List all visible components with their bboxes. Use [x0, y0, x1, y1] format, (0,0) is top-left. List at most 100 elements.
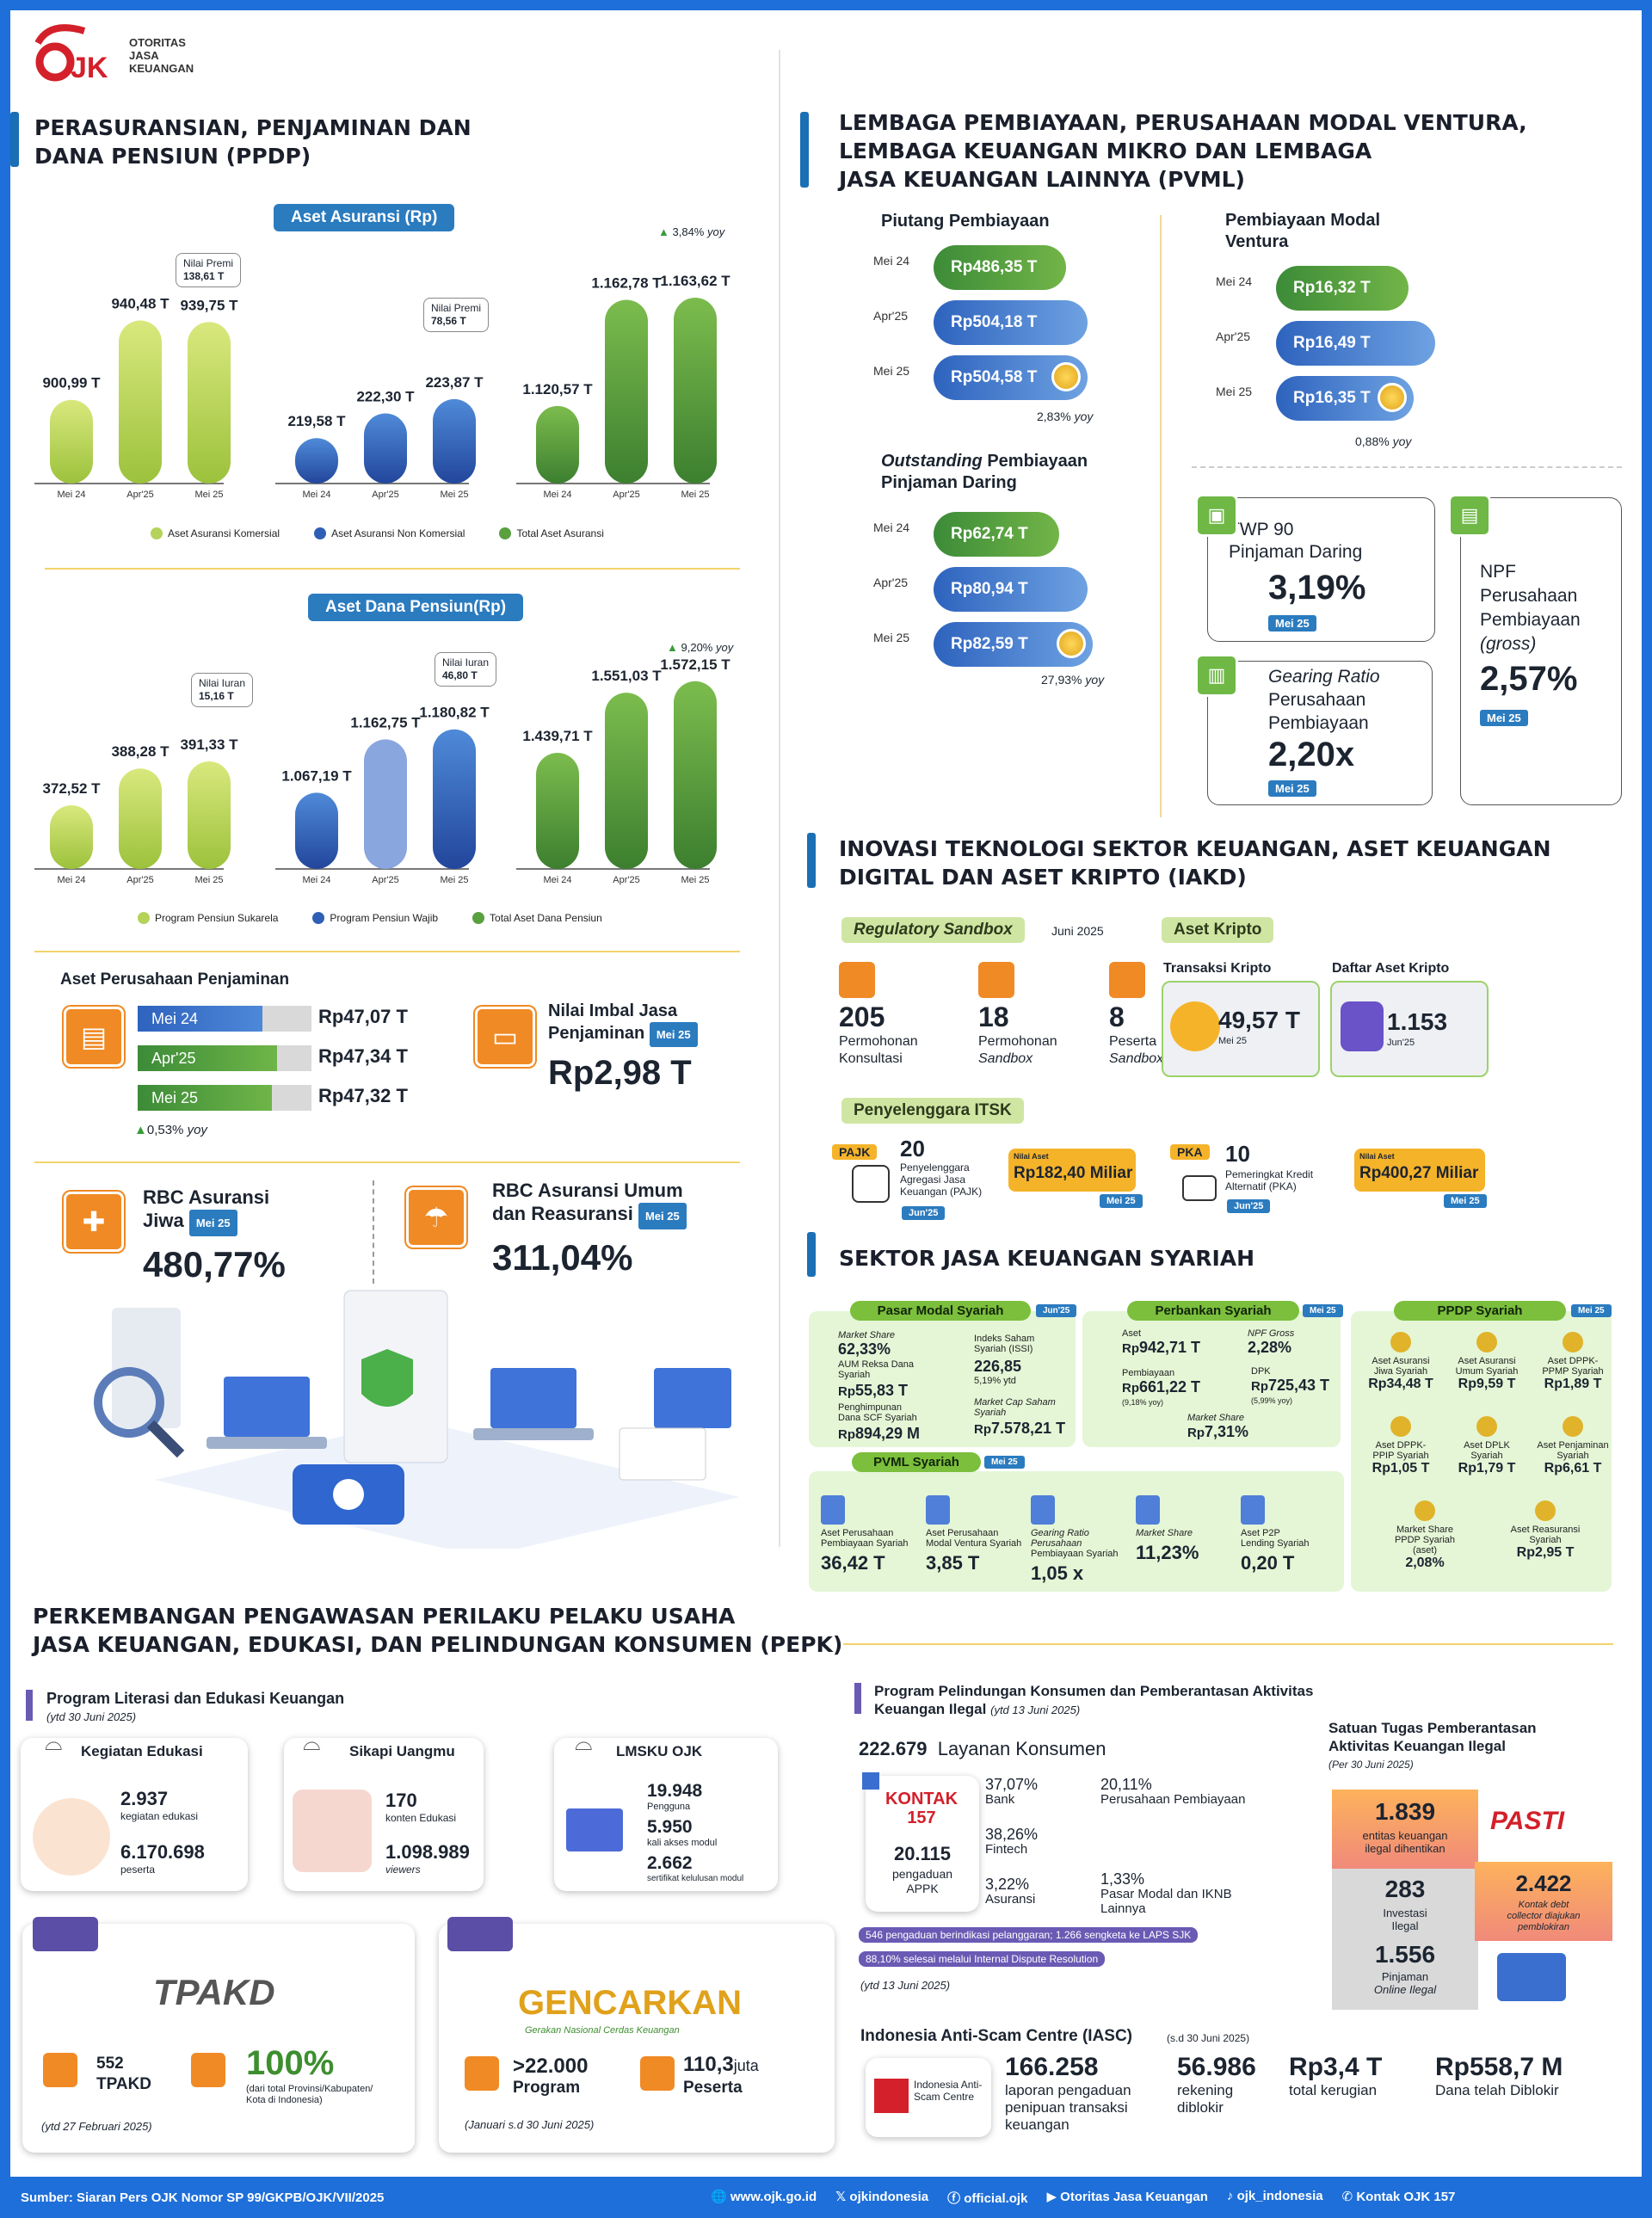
call-link[interactable]: ✆ Kontak OJK 157	[1341, 2189, 1456, 2204]
bar-2-1	[605, 693, 648, 869]
literasi-date: (ytd 30 Juni 2025)	[46, 1710, 137, 1723]
bar-2-2	[674, 298, 717, 484]
pajk-nilai: Nilai Aset Rp182,40 Miliar	[1008, 1149, 1136, 1192]
x-tick-label: Apr'25	[372, 875, 398, 885]
iasc-date: (s.d 30 Juni 2025)	[1167, 2032, 1250, 2044]
x-tick-label: Mei 24	[302, 490, 330, 500]
pasar-modal-badge: Jun'25	[1036, 1304, 1077, 1317]
penjaminan-yoy: ▲0,53% yoy	[134, 1123, 207, 1137]
bar-row: Mei 25 Rp504,58 T	[873, 354, 1131, 409]
pajk-tag: PAJK	[832, 1144, 878, 1160]
asuransi-chart: 900,99 T Mei 24 940,48 T Apr'25 939,75 T Mei …	[34, 273, 730, 500]
ppdp-syariah-head: PPDP Syariah	[1394, 1301, 1566, 1321]
bar-2-1	[605, 299, 648, 484]
section-bar	[10, 112, 19, 167]
pepk-title: PERKEMBANGAN PENGAWASAN PERILAKU PELAKU …	[33, 1604, 736, 1629]
trx-card: 49,57 T Mei 25	[1162, 981, 1320, 1077]
iasc-stat: 166.258 laporan pengaduan penipuan transa…	[1005, 2053, 1131, 2133]
iakd-title: INOVASI TEKNOLOGI SEKTOR KEUANGAN, ASET …	[839, 836, 1551, 861]
lmsku-card: LMSKU OJK 19.948 Pengguna 5.950 kali aks…	[554, 1738, 778, 1891]
pka-date: Jun'25	[1227, 1199, 1271, 1213]
ppdp-syariah-icon	[1390, 1332, 1411, 1352]
strip1: 546 pengaduan berindikasi pelanggaran; 1…	[859, 1927, 1199, 1943]
npf-card: NPF Perusahaan Pembiayaan (gross) 2,57% Mei…	[1460, 497, 1622, 805]
penjaminan-value: Rp47,07 T	[318, 1006, 408, 1027]
legend-wajib: Program Pensiun Wajib	[330, 912, 439, 924]
youtube-link[interactable]: ▶ Otoritas Jasa Keuangan	[1046, 2189, 1208, 2204]
iasc-stat: 56.986 rekening diblokir	[1177, 2053, 1256, 2116]
application-icon	[978, 962, 1014, 998]
bar-row: Apr'25 Rp504,18 T	[873, 299, 1131, 354]
bar-1-2	[433, 398, 476, 484]
ppdp-title-2: DANA PENSIUN (PPDP)	[34, 144, 311, 169]
piutang-title: Piutang Pembiayaan	[881, 212, 1050, 231]
bank-icon	[191, 2053, 225, 2087]
data-label: 372,52 T	[42, 780, 101, 797]
premi-callout-1: Nilai Premi 138,61 T	[176, 253, 242, 287]
section-bar	[800, 112, 809, 188]
kegiatan-card: Kegiatan Edukasi 2.937 kegiatan edukasi …	[21, 1738, 248, 1891]
pvml-syariah-item: Market Share 11,23%	[1131, 1495, 1236, 1585]
x-tick-label: Apr'25	[613, 875, 639, 885]
pasar-modal-head: Pasar Modal Syariah	[850, 1301, 1031, 1321]
gencarkan-card: GENCARKAN Gerakan Nasional Cerdas Keuang…	[439, 1924, 835, 2153]
data-label: 1.120,57 T	[522, 381, 593, 397]
ventura-bars: Mei 24 Rp16,32 T Apr'25 Rp16,49 T Mei 25 Rp16…	[1216, 264, 1474, 429]
coin-icon	[1051, 362, 1081, 391]
value-bar: Rp80,94 T	[934, 567, 1088, 612]
daftar-title: Daftar Aset Kripto	[1332, 961, 1450, 976]
literasi-title: Program Literasi dan Edukasi Keuangan	[46, 1690, 345, 1707]
medical-kit-icon: ✚	[64, 1192, 124, 1252]
penjaminan-row: Mei 24 Rp47,07 T	[138, 1002, 447, 1042]
aset-dana-pensiun-pill: Aset Dana Pensiun(Rp)	[308, 594, 524, 621]
aset-asuransi-pill: Aset Asuransi (Rp)	[274, 204, 455, 231]
web-link[interactable]: 🌐 www.ojk.go.id	[711, 2189, 817, 2204]
pvml-syariah-item: Gearing Ratio Perusahaan Pembiayaan Syari…	[1026, 1495, 1131, 1585]
facebook-link[interactable]: ⓕ official.ojk	[947, 2190, 1028, 2206]
sector-stat: 37,07% Bank	[985, 1776, 1039, 1807]
digital-security-illustration	[94, 1290, 740, 1549]
x-tick-label: Mei 25	[194, 490, 223, 500]
perbankan-box: Aset Rp942,71 T NPF Gross 2,28% Pembiaya…	[1082, 1311, 1341, 1447]
pvml-syariah-icon	[926, 1495, 950, 1525]
tiktok-link[interactable]: ♪ ojk_indonesia	[1226, 2188, 1323, 2203]
imbal-value: Rp2,98 T	[548, 1054, 692, 1092]
column-divider	[779, 50, 780, 1547]
sector-stat: 38,26% Fintech	[985, 1826, 1039, 1857]
iuran-callout-2: Nilai Iuran 46,80 T	[435, 652, 497, 687]
computer-icon	[566, 1808, 623, 1851]
pvml-syariah-head: PVML Syariah	[852, 1452, 981, 1472]
daftar-card: 1.153 Jun'25	[1330, 981, 1489, 1077]
data-label: 1.162,78 T	[591, 274, 662, 291]
pka-label: Pemeringkat Kredit Alternatif (PKA)	[1225, 1168, 1314, 1192]
layanan: 222.679 Layanan Konsumen	[859, 1738, 1106, 1759]
kontak157-logo: KONTAK 157	[885, 1790, 959, 1827]
data-label: 1.067,19 T	[281, 767, 352, 784]
phone-loan-icon: ▣	[1195, 494, 1238, 537]
penjaminan-row: Mei 25 Rp47,32 T	[138, 1081, 447, 1121]
ppdp-syariah-item: Aset Asuransi Umum Syariah Rp9,59 T	[1444, 1332, 1530, 1392]
rbc-umum-value: 311,04%	[492, 1237, 633, 1278]
pvml-title-2: LEMBAGA KEUANGAN MIKRO DAN LEMBAGA	[839, 139, 1372, 163]
period-label: Apr'25	[873, 309, 909, 323]
pvml-title: LEMBAGA PEMBIAYAAN, PERUSAHAAN MODAL VEN…	[839, 110, 1527, 135]
asuransi-legend: Aset Asuransi Komersial Aset Asuransi No…	[151, 527, 604, 539]
bar-0-1	[119, 320, 162, 484]
bar-row: Mei 25 Rp16,35 T	[1216, 374, 1474, 429]
sandbox-label: Regulatory Sandbox	[841, 917, 1025, 943]
sandbox-stats: 205 Permohonan Konsultasi 18 Permohonan Sand…	[839, 962, 1195, 1068]
x-link[interactable]: 𝕏 ojkindonesia	[835, 2189, 929, 2204]
ppdp-syariah-item: Aset DPLK Syariah Rp1,79 T	[1444, 1416, 1530, 1476]
brand-line3: KEUANGAN	[129, 62, 194, 75]
legend-total-pensiun: Total Aset Dana Pensiun	[490, 912, 602, 924]
data-label: 219,58 T	[287, 413, 346, 429]
penjaminan-value: Rp47,34 T	[318, 1045, 408, 1067]
data-label: 1.572,15 T	[660, 656, 730, 673]
data-label: 223,87 T	[425, 374, 484, 391]
rbc-jiwa-value: 480,77%	[143, 1244, 286, 1285]
data-label: 388,28 T	[111, 743, 170, 760]
paperclip-icon: ⌓	[303, 1729, 321, 1755]
divider	[34, 951, 740, 952]
kripto-label: Aset Kripto	[1162, 917, 1274, 943]
